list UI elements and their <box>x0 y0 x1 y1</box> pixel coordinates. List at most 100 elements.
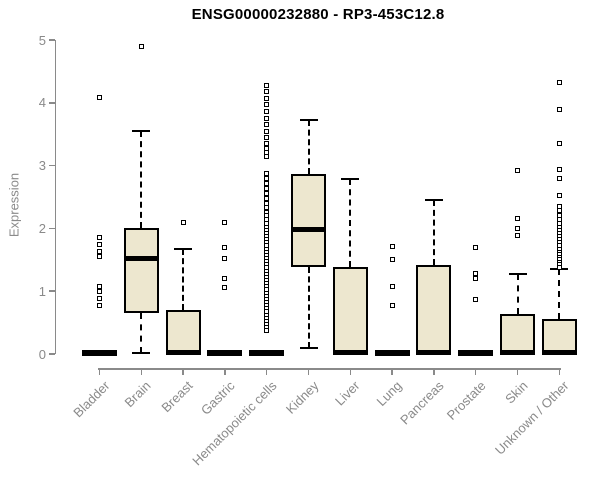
outlier-point <box>97 95 102 101</box>
outlier-point <box>389 257 395 263</box>
whisker-lower <box>307 266 310 348</box>
chart-title: ENSG00000232880 - RP3-453C12.8 <box>191 6 445 23</box>
whisker-upper <box>516 273 519 314</box>
x-tick <box>265 369 268 375</box>
outlier-point <box>556 141 562 147</box>
outlier-point <box>264 102 270 108</box>
x-tick <box>140 369 143 375</box>
median-line <box>541 350 577 356</box>
y-tick <box>49 290 55 292</box>
box <box>165 310 201 354</box>
x-tick <box>516 369 519 375</box>
whisker-upper <box>140 131 143 229</box>
y-tick <box>49 227 55 230</box>
whisker-cap-upper <box>508 272 527 275</box>
median-line <box>123 256 159 262</box>
outlier-point <box>389 284 395 290</box>
y-tick-label: 4 <box>38 95 46 111</box>
outlier-point <box>222 275 228 281</box>
box <box>123 228 159 313</box>
outlier-point <box>264 88 270 94</box>
y-tick <box>49 102 55 104</box>
outlier-point <box>222 284 228 290</box>
median-line <box>332 350 368 356</box>
y-tick-label: 1 <box>38 283 46 299</box>
y-tick-label: 5 <box>38 32 46 48</box>
outlier-point <box>556 192 562 198</box>
outlier-point <box>515 233 520 239</box>
outlier-point <box>473 244 479 250</box>
outlier-point <box>264 154 270 160</box>
x-tick <box>391 369 393 375</box>
outlier-point <box>138 43 144 49</box>
box <box>416 265 452 354</box>
x-axis <box>98 368 561 370</box>
median-line <box>207 349 243 356</box>
y-tick <box>49 164 55 167</box>
outlier-point <box>264 186 270 192</box>
whisker-cap-upper <box>424 198 443 201</box>
x-tick <box>433 369 435 375</box>
outlier-point <box>97 296 102 302</box>
x-tick <box>558 369 561 375</box>
y-tick-label: 2 <box>38 220 46 236</box>
outlier-point <box>97 248 102 254</box>
whisker-upper <box>432 199 435 266</box>
y-axis <box>54 40 56 354</box>
outlier-point <box>264 181 270 187</box>
whisker-cap-upper <box>132 130 151 133</box>
median-line <box>416 350 452 356</box>
x-tick <box>474 369 477 375</box>
outlier-point <box>222 219 228 225</box>
outlier-point <box>97 288 102 294</box>
y-tick-label: 0 <box>38 346 46 362</box>
outlier-point <box>556 175 562 181</box>
outlier-point <box>264 116 270 121</box>
box <box>500 313 535 354</box>
x-tick <box>349 369 352 375</box>
outlier-point <box>473 296 479 302</box>
outlier-point <box>264 171 270 177</box>
whisker-cap-upper <box>341 178 360 181</box>
outlier-point <box>515 225 520 231</box>
median-line <box>500 350 535 356</box>
whisker-cap-upper <box>174 248 193 251</box>
outlier-point <box>264 327 270 333</box>
x-tick <box>307 369 310 375</box>
outlier-point <box>264 176 270 182</box>
outlier-point <box>97 283 102 289</box>
outlier-point <box>222 244 228 250</box>
outlier-point <box>264 128 270 134</box>
box <box>541 319 577 354</box>
outlier-point <box>264 122 270 128</box>
outlier-point <box>264 82 270 88</box>
outlier-point <box>264 109 270 115</box>
median-line <box>374 349 410 356</box>
outlier-point <box>473 275 479 281</box>
whisker-cap-upper <box>299 118 318 121</box>
outlier-point <box>556 264 562 270</box>
whisker-upper <box>182 249 185 311</box>
whisker-upper <box>349 179 352 268</box>
whisker-cap-lower <box>299 346 318 349</box>
box <box>332 267 368 354</box>
y-tick-label: 3 <box>38 158 46 174</box>
y-tick <box>49 39 55 41</box>
median-line <box>165 350 201 356</box>
outlier-point <box>180 219 186 225</box>
median-line <box>82 349 117 356</box>
median-line <box>458 349 494 356</box>
median-line <box>291 226 326 232</box>
outlier-point <box>264 134 270 140</box>
outlier-point <box>389 302 395 308</box>
outlier-point <box>556 80 562 86</box>
outlier-point <box>264 95 270 101</box>
outlier-point <box>97 254 102 260</box>
box <box>291 174 326 267</box>
y-tick <box>49 353 55 355</box>
whisker-cap-lower <box>132 351 151 354</box>
outlier-point <box>97 235 102 241</box>
outlier-point <box>264 191 270 197</box>
